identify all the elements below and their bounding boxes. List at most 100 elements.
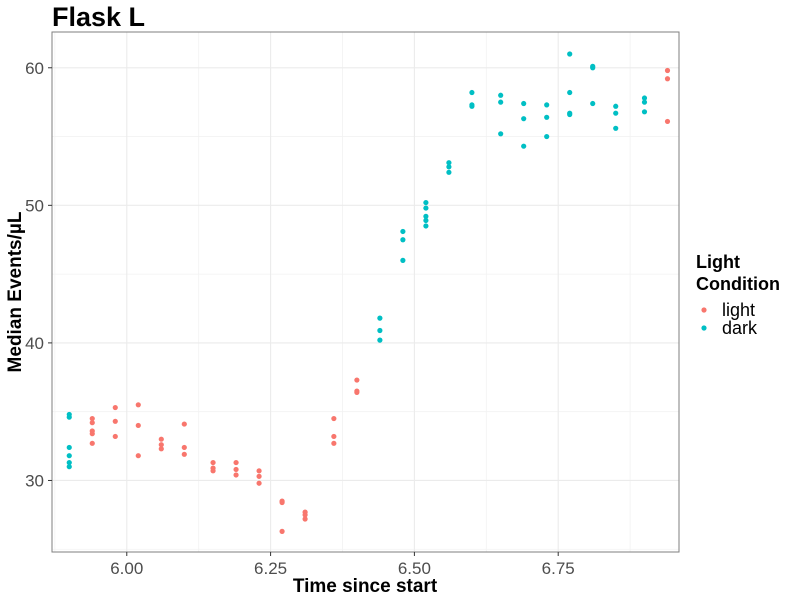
data-point-dark bbox=[590, 100, 596, 107]
chart-title: Flask L bbox=[52, 2, 145, 32]
data-point-dark bbox=[544, 133, 550, 140]
data-point-dark bbox=[377, 315, 383, 321]
x-axis: 6.00 6.25 6.50 6.75 bbox=[110, 552, 575, 578]
data-point-dark bbox=[544, 114, 550, 120]
data-point-dark bbox=[567, 111, 573, 118]
data-point-dark bbox=[613, 103, 619, 109]
data-point-dark bbox=[446, 160, 452, 166]
data-point-light bbox=[331, 415, 337, 422]
legend: Light Condition light dark bbox=[696, 252, 780, 338]
data-point-light bbox=[256, 468, 262, 474]
y-tick-label: 50 bbox=[25, 196, 44, 215]
data-point-dark bbox=[377, 337, 383, 343]
y-tick-label: 60 bbox=[25, 59, 44, 78]
data-point-light bbox=[354, 377, 360, 383]
data-point-dark bbox=[498, 99, 504, 105]
data-point-dark bbox=[66, 459, 72, 466]
series-dark bbox=[66, 51, 648, 470]
y-tick-label: 30 bbox=[25, 471, 44, 490]
data-point-light bbox=[210, 459, 216, 466]
data-point-light bbox=[210, 468, 216, 474]
data-point-dark bbox=[423, 213, 429, 219]
legend-key-light bbox=[701, 307, 707, 313]
data-point-dark bbox=[544, 102, 550, 108]
legend-label-dark: dark bbox=[722, 318, 758, 338]
major-grid bbox=[52, 32, 679, 552]
y-axis: 30 40 50 60 bbox=[25, 59, 52, 490]
data-point-dark bbox=[498, 131, 504, 137]
series-light bbox=[89, 67, 671, 534]
data-point-light bbox=[256, 480, 262, 486]
data-point-light bbox=[181, 421, 187, 427]
x-tick-label: 6.50 bbox=[398, 559, 431, 578]
data-point-light bbox=[664, 76, 671, 82]
data-point-dark bbox=[641, 95, 648, 101]
data-point-light bbox=[181, 444, 187, 451]
data-point-dark bbox=[66, 464, 72, 470]
data-point-light bbox=[233, 472, 239, 478]
data-point-dark bbox=[641, 99, 648, 105]
data-point-light bbox=[89, 440, 95, 446]
data-point-dark bbox=[521, 143, 527, 149]
data-point-light bbox=[233, 459, 239, 466]
data-point-light bbox=[112, 433, 118, 440]
data-point-dark bbox=[498, 92, 504, 98]
y-tick-label: 40 bbox=[25, 334, 44, 353]
data-point-light bbox=[158, 442, 164, 448]
data-point-light bbox=[181, 451, 187, 457]
data-point-dark bbox=[446, 164, 452, 170]
data-point-dark bbox=[400, 257, 406, 263]
data-point-dark bbox=[567, 51, 573, 57]
data-point-dark bbox=[400, 228, 406, 235]
data-point-dark bbox=[423, 199, 429, 206]
plot-panel bbox=[52, 32, 679, 552]
data-point-dark bbox=[613, 110, 619, 116]
x-tick-label: 6.00 bbox=[110, 559, 143, 578]
data-point-light bbox=[279, 528, 285, 534]
legend-title-line-1: Light bbox=[696, 252, 740, 272]
data-point-dark bbox=[423, 223, 429, 229]
data-point-dark bbox=[567, 89, 573, 96]
data-point-light bbox=[158, 436, 164, 442]
data-point-dark bbox=[613, 125, 619, 131]
data-point-light bbox=[112, 404, 118, 411]
legend-label-light: light bbox=[722, 300, 755, 320]
data-point-light bbox=[135, 402, 141, 408]
data-point-light bbox=[664, 67, 671, 74]
x-tick-label: 6.25 bbox=[254, 559, 287, 578]
minor-grid bbox=[52, 32, 679, 552]
x-tick-label: 6.75 bbox=[542, 559, 575, 578]
data-point-light bbox=[135, 422, 141, 429]
data-point-light bbox=[279, 499, 285, 506]
plot-border bbox=[51, 31, 680, 553]
legend-key-dark bbox=[701, 325, 707, 331]
data-point-dark bbox=[66, 453, 72, 459]
data-point-dark bbox=[521, 100, 527, 107]
data-point-dark bbox=[423, 217, 429, 224]
data-point-dark bbox=[590, 65, 596, 71]
data-point-light bbox=[302, 512, 308, 518]
data-point-light bbox=[135, 453, 141, 459]
data-point-light bbox=[112, 418, 118, 424]
data-point-light bbox=[89, 431, 95, 437]
data-point-light bbox=[354, 389, 360, 396]
x-axis-title: Time since start bbox=[293, 576, 438, 597]
data-point-light bbox=[158, 446, 164, 452]
data-point-light bbox=[89, 415, 95, 422]
data-point-light bbox=[256, 473, 262, 479]
data-point-light bbox=[233, 466, 239, 473]
data-point-light bbox=[331, 440, 337, 446]
data-point-light bbox=[664, 118, 671, 125]
data-point-dark bbox=[446, 169, 452, 175]
data-point-dark bbox=[469, 103, 475, 109]
data-point-dark bbox=[521, 116, 527, 122]
data-point-dark bbox=[641, 109, 648, 115]
data-point-dark bbox=[400, 237, 406, 243]
data-point-dark bbox=[66, 444, 72, 451]
data-point-dark bbox=[66, 414, 72, 420]
data-point-light bbox=[302, 516, 308, 522]
y-axis-title: Median Events/µL bbox=[5, 211, 26, 372]
data-point-light bbox=[89, 420, 95, 426]
data-point-dark bbox=[377, 327, 383, 334]
